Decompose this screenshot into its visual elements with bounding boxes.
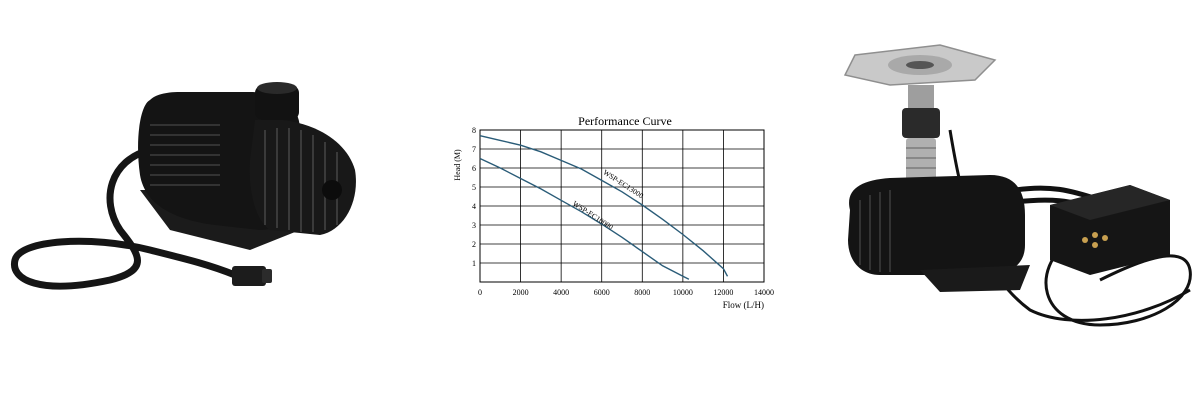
x-tick-label: 12000 [713,288,733,297]
x-tick-label: 2000 [513,288,529,297]
chart-title: Performance Curve [578,114,672,128]
series-label: WSP-EC10000 [571,199,615,232]
y-axis-label: Head (M) [453,149,462,181]
x-tick-label: 4000 [553,288,569,297]
y-tick-label: 3 [472,221,476,230]
y-tick-label: 7 [472,145,476,154]
y-tick-label: 8 [472,126,476,135]
x-axis-label: Flow (L/H) [723,300,764,310]
y-tick-label: 4 [472,202,476,211]
pump-photo-left [11,82,356,290]
x-tick-labels: 0 2000 4000 6000 8000 10000 12000 14000 [478,288,774,297]
x-tick-label: 14000 [754,288,774,297]
chart-canvas: Performance Curve 0 2000 4000 6000 8000 10000… [453,114,774,310]
x-tick-label: 8000 [634,288,650,297]
y-tick-label: 1 [472,259,476,268]
series-line-wsp-ec10000 [479,157,690,280]
y-tick-label: 6 [472,164,476,173]
y-tick-label: 5 [472,183,476,192]
chart-grid [479,129,765,283]
x-tick-label: 6000 [594,288,610,297]
performance-chart: Performance Curve 0 2000 4000 6000 8000 10000… [440,110,780,320]
x-tick-label: 0 [478,288,482,297]
x-tick-label: 10000 [673,288,693,297]
y-tick-labels: 1 2 3 4 5 6 7 8 [472,126,476,268]
series-line-wsp-ec13000 [479,135,729,277]
y-tick-label: 2 [472,240,476,249]
pump-photo-right [843,44,1192,327]
